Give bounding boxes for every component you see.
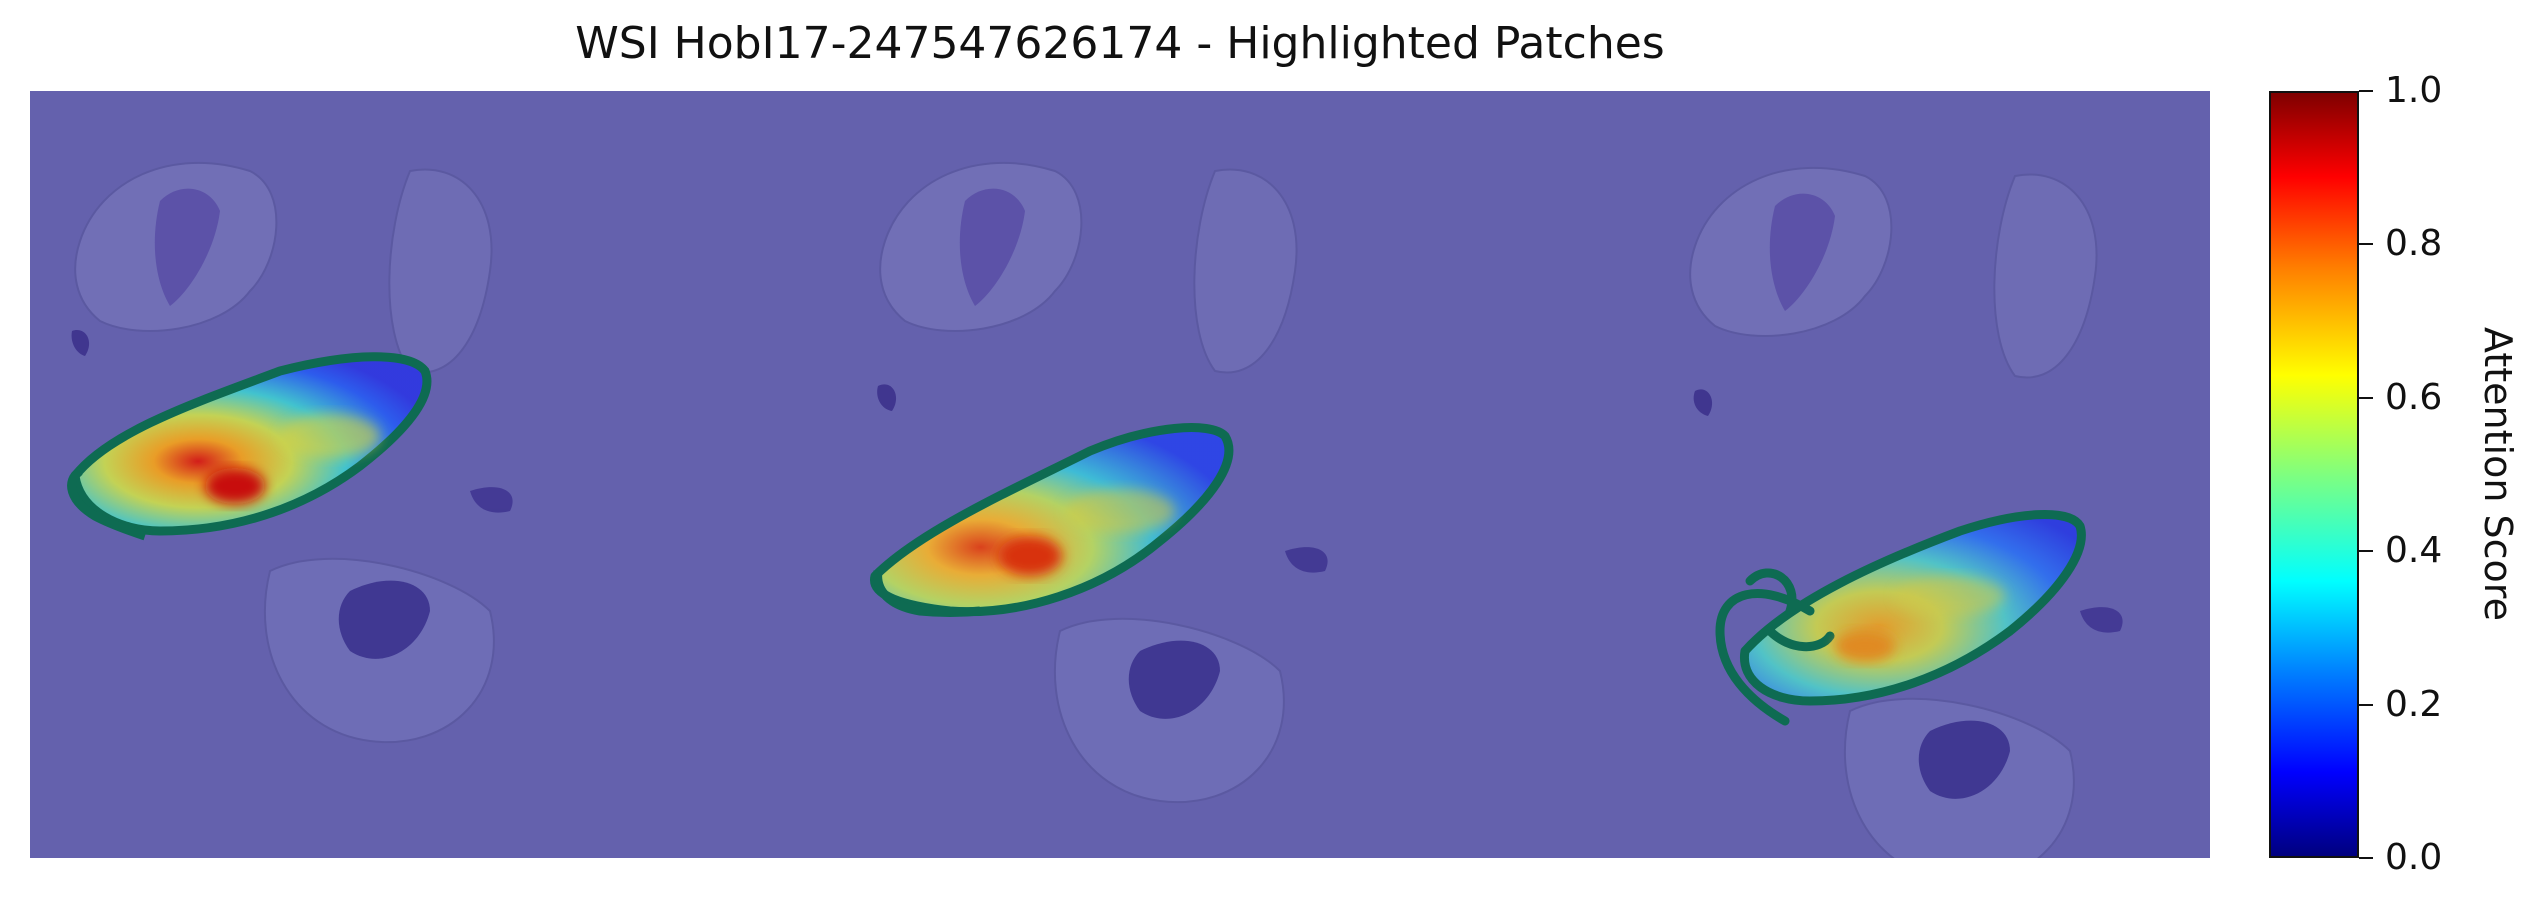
colorbar-tick-label: 0.6 — [2385, 376, 2443, 418]
colorbar — [2269, 91, 2359, 858]
tissue-section-1 — [71, 161, 513, 744]
colorbar-tick — [2359, 857, 2373, 859]
colorbar-tick-label: 0.0 — [2385, 837, 2443, 878]
wsi-heatmap-image — [30, 91, 2210, 858]
tissue-section-3 — [1689, 166, 2123, 858]
colorbar-tick — [2359, 550, 2373, 553]
colorbar-label: Attention Score — [2476, 327, 2520, 621]
colorbar-tick-label: 1.0 — [2385, 70, 2443, 111]
colorbar-tick-label: 0.4 — [2385, 530, 2443, 572]
highlighted-region-1 — [67, 352, 432, 541]
highlighted-region-3 — [1715, 510, 2086, 726]
highlighted-region-2 — [870, 423, 1234, 617]
colorbar-tick — [2359, 243, 2373, 246]
figure-title: WSI HobI17-247547626174 - Highlighted Pa… — [575, 18, 1665, 69]
colorbar-tick-label: 0.8 — [2385, 223, 2443, 265]
colorbar-tick-label: 0.2 — [2385, 683, 2443, 725]
tissue-section-2 — [877, 161, 1328, 804]
colorbar-tick — [2359, 396, 2373, 399]
colorbar-tick — [2359, 703, 2373, 706]
colorbar-tick — [2359, 90, 2373, 92]
